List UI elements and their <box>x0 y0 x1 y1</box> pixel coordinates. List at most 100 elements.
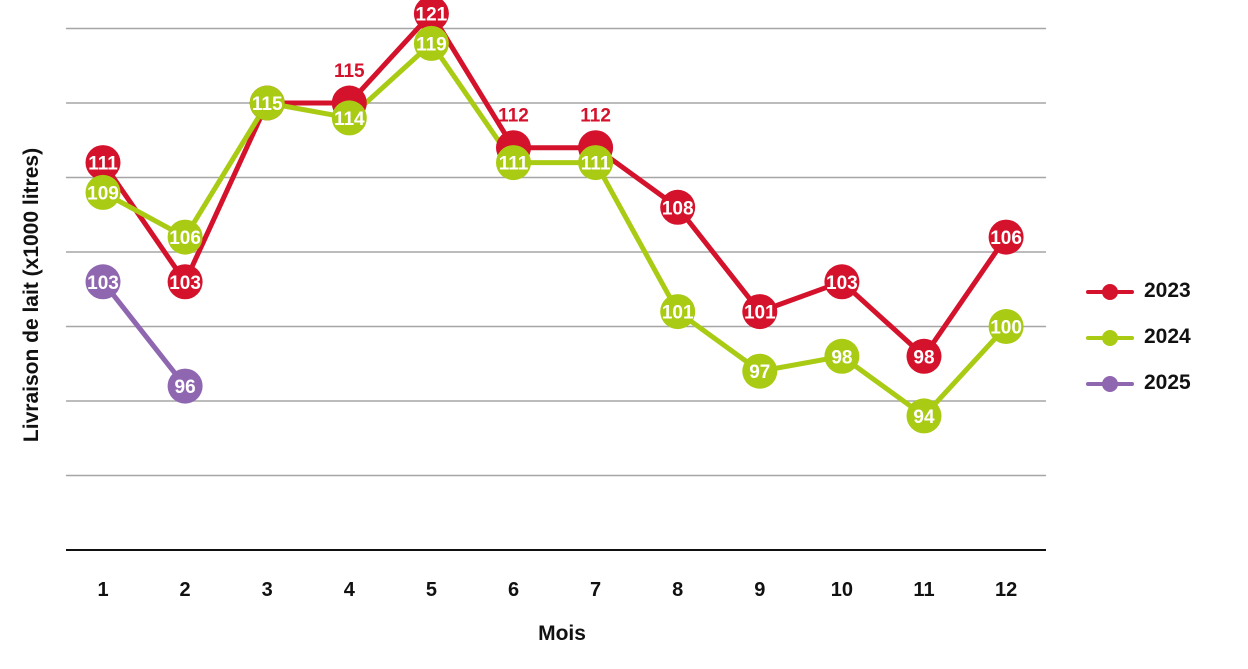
legend-label-2024: 2024 <box>1144 325 1191 348</box>
data-label: 103 <box>169 273 201 294</box>
x-tick-label: 1 <box>97 579 108 601</box>
data-label: 114 <box>334 109 365 130</box>
legend-item-2023: 2023 <box>1086 274 1236 320</box>
data-point-2024: 119 <box>413 25 449 61</box>
x-axis-title: Mois <box>538 622 586 645</box>
data-label: 98 <box>831 347 852 368</box>
y-axis-title-box: Livraison de lait (x1000 litres) <box>12 110 52 480</box>
data-label: 101 <box>662 303 694 324</box>
point-marker <box>906 398 942 434</box>
data-point-2024: 101 <box>660 294 696 330</box>
legend-item-2024: 2024 <box>1086 320 1236 366</box>
data-label: 106 <box>169 228 201 249</box>
data-label: 98 <box>913 347 934 368</box>
data-point-2024: 106 <box>167 219 203 255</box>
legend-marker-2025 <box>1102 376 1118 392</box>
point-marker <box>578 145 614 181</box>
data-point-2024: 114 <box>331 100 367 136</box>
point-marker <box>413 0 449 32</box>
data-point-2023: 111 <box>85 145 121 181</box>
data-point-2023: 121 <box>413 0 449 32</box>
point-marker <box>167 219 203 255</box>
data-label: 101 <box>744 303 776 324</box>
data-label: 100 <box>990 318 1022 339</box>
x-tick-label: 4 <box>344 579 356 601</box>
x-tick-label: 10 <box>831 579 853 601</box>
data-point-2025: 96 <box>167 368 203 404</box>
data-label: 111 <box>581 154 611 175</box>
data-point-2023: 98 <box>906 338 942 374</box>
x-tick-label: 6 <box>508 579 519 601</box>
data-label: 115 <box>252 94 283 115</box>
data-label: 108 <box>662 198 694 219</box>
gridlines <box>66 27 1046 477</box>
data-label: 112 <box>498 106 529 127</box>
x-axis: 1 2 3 4 5 6 7 8 9 10 11 12 <box>66 549 1046 601</box>
legend-marker-2023 <box>1102 284 1118 300</box>
data-point-2024: 97 <box>742 353 778 389</box>
point-marker <box>85 145 121 181</box>
point-marker <box>906 338 942 374</box>
point-marker <box>85 174 121 210</box>
point-marker <box>824 338 860 374</box>
legend: 2023 2024 2025 <box>1086 274 1236 412</box>
data-point-2024: 100 <box>988 309 1024 344</box>
data-label: 121 <box>416 5 448 26</box>
data-point-2024: 109 <box>85 174 121 210</box>
point-marker <box>660 294 696 330</box>
data-label: 119 <box>416 34 447 55</box>
data-point-2024: 111 <box>496 145 531 181</box>
data-label: 111 <box>499 154 529 175</box>
data-point-2025: 103 <box>85 264 121 300</box>
data-point-2023: 103 <box>167 264 203 300</box>
series-lines <box>100 11 1009 419</box>
point-marker <box>742 294 778 330</box>
series-line-2025 <box>101 280 188 388</box>
data-label: 112 <box>580 106 611 127</box>
point-marker <box>988 219 1024 255</box>
point-marker <box>167 368 203 404</box>
x-tick-label: 7 <box>590 579 601 601</box>
point-marker <box>660 189 696 225</box>
x-tick-label: 2 <box>180 579 191 601</box>
x-tick-label: 5 <box>426 579 437 601</box>
legend-label-2023: 2023 <box>1144 279 1191 302</box>
data-label: 106 <box>990 228 1022 249</box>
point-marker <box>249 85 285 121</box>
data-label: 96 <box>175 377 196 398</box>
x-tick-label: 11 <box>913 579 934 601</box>
series-points: 111 103 115 115 121 112 112 108 101 103 98 106 109 10… <box>85 0 1024 434</box>
data-point-2023: 108 <box>660 189 696 225</box>
point-marker <box>331 100 367 136</box>
data-label: 111 <box>88 154 118 175</box>
data-label: 103 <box>87 273 119 294</box>
data-point-2023: 103 <box>824 264 860 300</box>
legend-marker-2024 <box>1102 330 1118 346</box>
point-marker <box>988 309 1024 344</box>
data-point-2023: 106 <box>988 219 1024 255</box>
data-label: 103 <box>826 273 858 294</box>
y-axis-title: Livraison de lait (x1000 litres) <box>20 147 43 443</box>
data-point-2024: 111 <box>578 145 614 181</box>
data-label: 94 <box>913 407 935 428</box>
data-point-2024: 98 <box>824 338 860 374</box>
series-line-2024 <box>101 40 1008 419</box>
point-marker <box>824 264 860 300</box>
point-marker <box>496 145 531 181</box>
point-marker <box>413 25 449 61</box>
series-line-2023 <box>100 11 1009 359</box>
x-tick-label: 12 <box>995 579 1017 601</box>
data-label: 109 <box>87 183 119 204</box>
x-tick-label: 9 <box>754 579 765 601</box>
point-marker <box>167 264 203 300</box>
point-marker <box>742 353 778 389</box>
data-point-2024: 115 <box>249 85 285 121</box>
x-tick-label: 3 <box>262 579 273 601</box>
data-point-2024: 94 <box>906 398 942 434</box>
legend-item-2025: 2025 <box>1086 366 1236 412</box>
x-tick-label: 8 <box>672 579 683 601</box>
data-point-2023: 101 <box>742 294 778 330</box>
data-label: 115 <box>334 61 365 82</box>
data-label: 97 <box>749 362 770 383</box>
